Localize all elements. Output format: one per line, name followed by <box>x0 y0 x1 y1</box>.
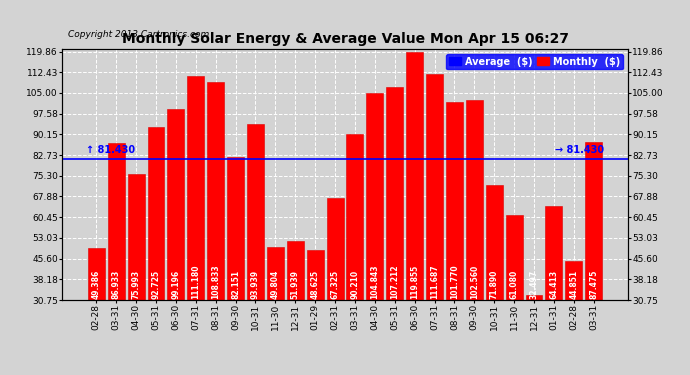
Text: Copyright 2013 Cartronics.com: Copyright 2013 Cartronics.com <box>68 30 209 39</box>
Bar <box>506 215 522 300</box>
Title: Monthly Solar Energy & Average Value Mon Apr 15 06:27: Monthly Solar Energy & Average Value Mon… <box>121 32 569 46</box>
Text: 64.413: 64.413 <box>549 270 558 298</box>
Text: 111.687: 111.687 <box>430 264 439 298</box>
Text: 92.725: 92.725 <box>152 270 161 298</box>
Text: 104.843: 104.843 <box>371 264 380 298</box>
Text: ↑ 81.430: ↑ 81.430 <box>86 144 135 154</box>
Text: 111.180: 111.180 <box>191 264 200 298</box>
Bar <box>168 109 184 300</box>
Text: 49.804: 49.804 <box>271 269 280 298</box>
Text: 102.560: 102.560 <box>470 264 479 298</box>
Text: 48.625: 48.625 <box>310 270 319 298</box>
Text: 71.890: 71.890 <box>490 269 499 298</box>
Bar <box>446 102 463 300</box>
Text: 90.210: 90.210 <box>351 270 359 298</box>
Bar <box>585 142 602 300</box>
Bar <box>247 124 264 300</box>
Legend: Average  ($), Monthly  ($): Average ($), Monthly ($) <box>446 54 623 69</box>
Text: 51.939: 51.939 <box>290 270 299 298</box>
Bar <box>88 248 105 300</box>
Text: 86.933: 86.933 <box>112 269 121 298</box>
Text: 44.851: 44.851 <box>569 270 578 298</box>
Bar <box>565 261 582 300</box>
Text: → 81.430: → 81.430 <box>555 144 604 154</box>
Bar <box>306 250 324 300</box>
Bar <box>227 157 244 300</box>
Bar <box>466 100 483 300</box>
Bar <box>187 76 204 300</box>
Bar <box>426 74 443 300</box>
Text: 49.386: 49.386 <box>92 269 101 298</box>
Text: 108.833: 108.833 <box>211 264 220 298</box>
Bar <box>326 198 344 300</box>
Bar <box>128 174 144 300</box>
Bar <box>207 82 224 300</box>
Bar <box>526 295 542 300</box>
Bar <box>366 93 384 300</box>
Bar <box>386 87 403 300</box>
Text: 75.993: 75.993 <box>132 270 141 298</box>
Text: 101.770: 101.770 <box>450 264 459 298</box>
Bar <box>346 134 364 300</box>
Bar <box>108 143 125 300</box>
Text: 87.475: 87.475 <box>589 269 598 298</box>
Bar <box>287 241 304 300</box>
Bar <box>546 206 562 300</box>
Text: 67.325: 67.325 <box>331 270 339 298</box>
Text: 61.080: 61.080 <box>510 269 519 298</box>
Text: 82.151: 82.151 <box>231 270 240 298</box>
Text: 93.939: 93.939 <box>251 270 260 298</box>
Bar <box>267 247 284 300</box>
Text: 32.497: 32.497 <box>529 269 538 298</box>
Text: 107.212: 107.212 <box>391 264 400 298</box>
Bar <box>148 127 164 300</box>
Text: 99.196: 99.196 <box>171 270 180 298</box>
Text: 119.855: 119.855 <box>410 264 419 298</box>
Bar <box>486 185 503 300</box>
Bar <box>406 51 423 300</box>
